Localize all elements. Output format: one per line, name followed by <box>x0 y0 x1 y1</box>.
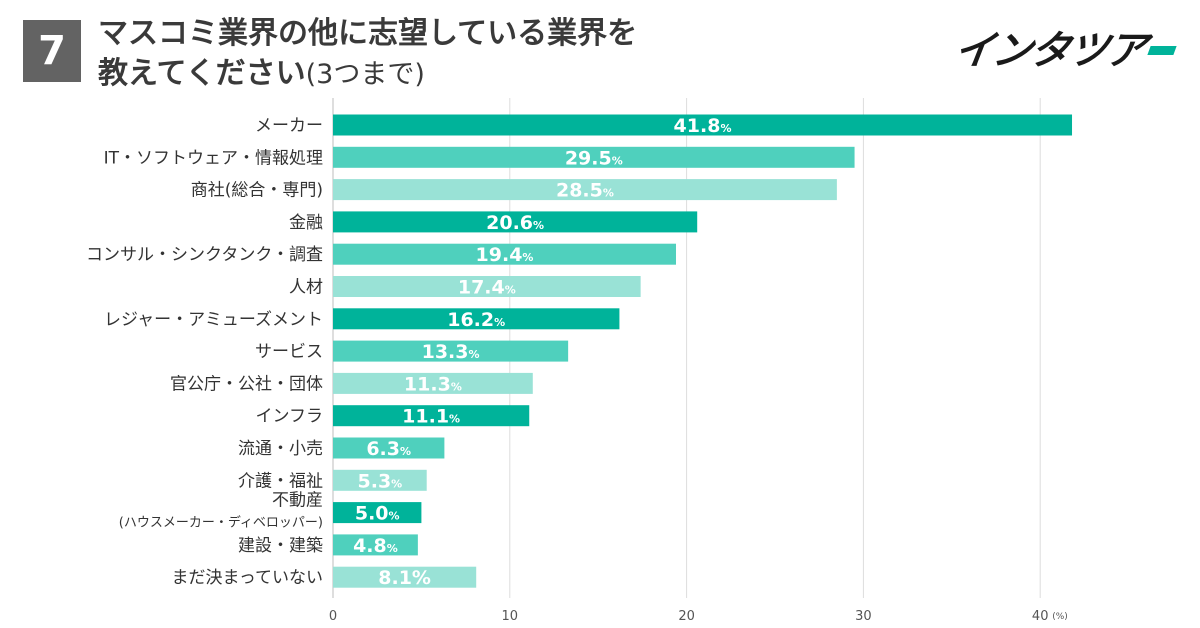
question-number-badge: 7 <box>23 20 81 82</box>
data-label: 5.3% <box>358 470 403 492</box>
data-label: 20.6% <box>486 212 544 234</box>
data-label-value: 19.4 <box>476 244 523 266</box>
category-label: 介護・福祉 <box>238 471 323 491</box>
data-label-value: 16.2 <box>447 309 494 331</box>
data-label: 4.8% <box>353 535 398 557</box>
category-label: 不動産 <box>272 491 323 511</box>
bar <box>333 179 837 201</box>
data-label-value: 4.8 <box>353 535 387 557</box>
data-label-value: 6.3 <box>366 438 400 460</box>
category-label: インフラ <box>256 407 324 427</box>
data-label-value: 5.3 <box>358 470 392 492</box>
data-label-percent: % <box>522 251 533 264</box>
data-label-value: 11.3 <box>404 373 451 395</box>
data-label: 28.5% <box>556 180 614 202</box>
category-label: 人材 <box>289 278 323 298</box>
data-label: 29.5% <box>565 147 623 169</box>
category-label: 商社(総合・専門) <box>191 181 323 201</box>
category-label: コンサル・シンクタンク・調査 <box>86 245 323 265</box>
bar <box>333 211 698 233</box>
data-label: 19.4% <box>476 244 534 266</box>
bar <box>333 534 418 556</box>
bar <box>333 566 477 588</box>
title-suffix: (3つまで) <box>305 59 425 90</box>
title-line-1: マスコミ業界の他に志望している業界を <box>98 16 638 51</box>
data-label: 13.3% <box>422 341 480 363</box>
bar <box>333 243 676 265</box>
chart-title: マスコミ業界の他に志望している業界を 教えてください(3つまで) <box>98 14 637 95</box>
data-label: 11.1% <box>402 406 460 428</box>
x-tick-label: 30 <box>855 609 872 624</box>
data-label: 17.4% <box>458 277 516 299</box>
bar <box>333 502 422 524</box>
data-label: 41.8% <box>674 115 732 137</box>
category-sublabel: (ハウスメーカー・ディベロッパー) <box>119 515 323 531</box>
bar <box>333 437 445 459</box>
bar <box>333 276 641 297</box>
data-label-value: 41.8 <box>674 115 721 137</box>
data-label-percent: % <box>400 445 411 458</box>
category-label: まだ決まっていない <box>172 568 323 588</box>
data-label-value: 17.4 <box>458 277 505 299</box>
data-label-percent: % <box>387 542 398 555</box>
bar <box>333 114 1073 136</box>
x-tick-label: 20 <box>678 609 695 624</box>
title-line-2: 教えてください(3つまで) <box>98 54 637 95</box>
category-label: IT・ソフトウェア・情報処理 <box>104 148 323 168</box>
data-label-percent: % <box>389 510 400 523</box>
data-label-value: 8.1% <box>378 567 431 589</box>
bar <box>333 146 855 168</box>
bar <box>333 469 427 491</box>
data-label: 6.3% <box>366 438 411 460</box>
data-label-percent: % <box>469 348 480 361</box>
data-label-value: 5.0 <box>355 503 389 525</box>
category-label: レジャー・アミューズメント <box>104 310 323 330</box>
data-label-percent: % <box>505 284 516 297</box>
bar <box>333 405 530 427</box>
category-label: 金融 <box>289 213 323 233</box>
data-label: 8.1% <box>378 567 431 589</box>
data-label-value: 29.5 <box>565 147 612 169</box>
category-label: サービス <box>255 342 323 362</box>
data-label: 11.3% <box>404 373 462 395</box>
data-label-percent: % <box>603 187 614 200</box>
category-label: 官公庁・公社・団体 <box>170 374 323 394</box>
data-label-percent: % <box>612 154 623 167</box>
x-tick-label: 10 <box>502 609 519 624</box>
data-label: 5.0% <box>355 503 400 525</box>
bar <box>333 308 620 330</box>
data-label-percent: % <box>391 477 402 490</box>
category-label: 流通・小売 <box>238 439 323 459</box>
axis-unit-label: (%) <box>1052 612 1068 622</box>
x-tick-label: 0 <box>329 609 337 624</box>
data-label-value: 28.5 <box>556 180 603 202</box>
category-label: 建設・建築 <box>238 536 323 556</box>
data-label-percent: % <box>451 380 462 393</box>
x-tick-label: 40 <box>1032 609 1049 624</box>
data-label-percent: % <box>533 219 544 232</box>
data-label-value: 20.6 <box>486 212 533 234</box>
data-label: 16.2% <box>447 309 505 331</box>
data-label-value: 13.3 <box>422 341 469 363</box>
bar <box>333 340 569 362</box>
bar <box>333 372 533 394</box>
title-line-2-main: 教えてください <box>98 56 306 91</box>
category-label: メーカー <box>255 116 323 136</box>
data-label-percent: % <box>449 413 460 426</box>
data-label-percent: % <box>720 122 731 135</box>
data-label-percent: % <box>494 316 505 329</box>
data-label-value: 11.1 <box>402 406 449 428</box>
